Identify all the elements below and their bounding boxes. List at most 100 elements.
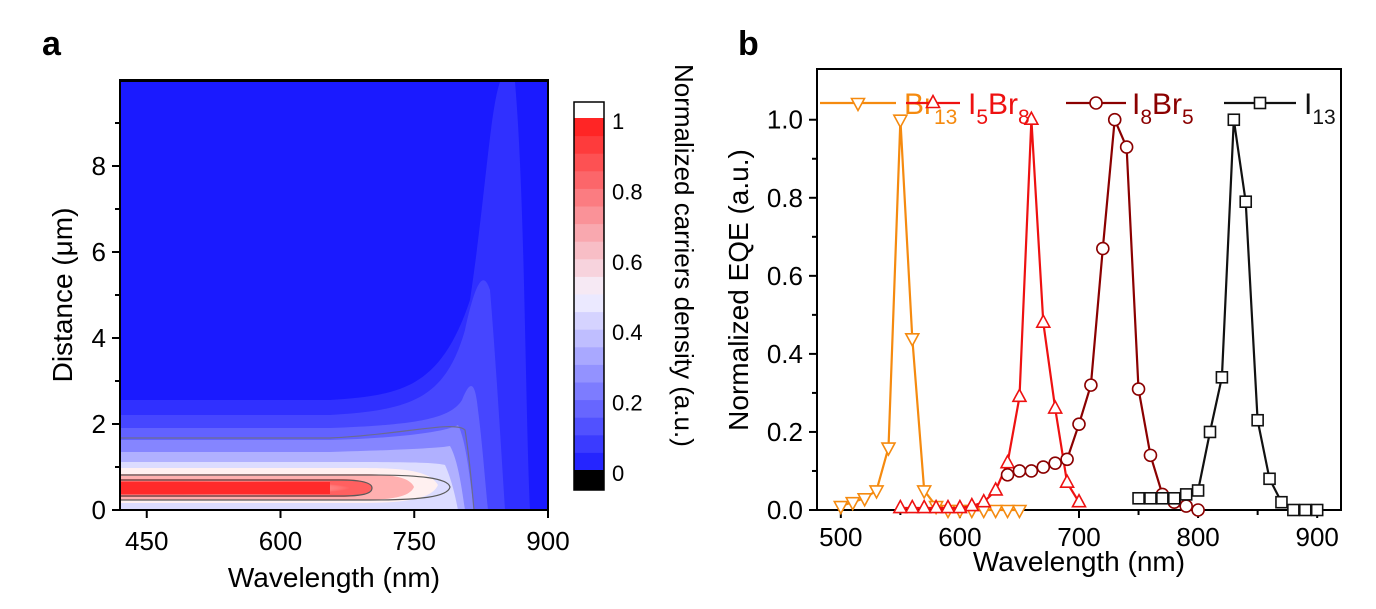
data-point-i13 [1191, 484, 1205, 497]
data-point-br13 [844, 496, 861, 512]
data-point-i5br8 [1011, 387, 1028, 403]
data-point-i13 [1287, 503, 1300, 517]
heatmap-x-axis-label: Wavelength (nm) [228, 562, 440, 593]
heatmap-axis-ticks: 450 600 750 900 0 2 4 6 8 [92, 122, 570, 556]
colorbar-band [574, 452, 604, 471]
data-point-i13 [1239, 195, 1253, 208]
legend-marker-i5br8 [925, 93, 941, 109]
colorbar-tick-label: 0 [612, 461, 624, 486]
legend-label-i5br8: I5Br8 [968, 88, 1030, 129]
legend-label-i8br5: I8Br5 [1132, 88, 1194, 129]
heatmap-y-tick-label: 2 [92, 409, 106, 439]
data-point-i5br8 [975, 493, 992, 508]
data-point-i13 [1167, 491, 1181, 505]
eqe-x-tick-label: 900 [1295, 522, 1338, 552]
data-point-i8br5 [1119, 140, 1134, 154]
data-point-i5br8 [963, 496, 980, 512]
colorbar-band [574, 417, 604, 436]
data-point-i8br5 [1048, 456, 1062, 470]
colorbar-band [574, 329, 604, 348]
colorbar-tick-label: 0.4 [612, 320, 643, 345]
legend-label-br13: Br13 [904, 88, 957, 129]
data-point-i13 [1203, 425, 1217, 439]
heatmap-y-tick-label: 8 [92, 151, 106, 181]
heatmap-y-tick-label: 6 [92, 237, 106, 267]
data-point-br13 [904, 332, 921, 348]
colorbar-band [574, 311, 604, 330]
data-point-i5br8 [1023, 110, 1040, 126]
data-point-i13 [1263, 472, 1276, 486]
eqe-x-axis-label: Wavelength (nm) [973, 546, 1185, 577]
colorbar-band [574, 276, 604, 295]
colorbar-tick-label: 0.6 [612, 250, 643, 275]
data-point-i5br8 [892, 498, 909, 514]
colorbar-band [574, 434, 604, 453]
series-line-i13 [1138, 119, 1318, 512]
data-point-i13 [1144, 491, 1157, 505]
eqe-axis-ticks: 500 600 700 800 900 0.0 0.2 0.4 0.6 0.8 1.0 [767, 105, 1339, 552]
colorbar-band [574, 399, 604, 418]
data-point-br13 [856, 492, 873, 508]
data-point-i5br8 [987, 481, 1004, 496]
data-point-i8br5 [1072, 417, 1086, 431]
data-point-i13 [1298, 503, 1312, 517]
data-point-i5br8 [940, 498, 956, 514]
heatmap-x-tick-label: 750 [393, 526, 436, 556]
data-point-i8br5 [1191, 503, 1205, 517]
data-point-i13 [1156, 491, 1169, 505]
heatmap-plot-area [120, 80, 548, 510]
data-point-i8br5 [1000, 468, 1015, 482]
data-point-i8br5 [1179, 499, 1193, 513]
legend-entry-i13: I13 [1224, 88, 1336, 129]
colorbar-tick-label: 0.2 [612, 391, 643, 416]
eqe-y-tick-label: 0.6 [767, 261, 803, 291]
heatmap-y-axis-label: Distance (μm) [47, 208, 78, 383]
eqe-x-tick-label: 800 [1176, 522, 1219, 552]
data-point-i5br8 [928, 498, 944, 514]
data-point-i5br8 [1035, 313, 1052, 328]
colorbar-tick-label: 1 [612, 109, 624, 134]
data-point-br13 [987, 504, 1004, 520]
data-point-br13 [916, 485, 933, 500]
series-line-i8br5 [1007, 119, 1199, 512]
heatmap-panel: 450 600 750 900 0 2 4 6 8 0 0.2 0.4 0.6 0.8 1 Normali… [47, 64, 699, 593]
colorbar-tick-label: 0.8 [612, 179, 643, 204]
data-point-i8br5 [1012, 464, 1027, 478]
colorbar: 0 0.2 0.4 0.6 0.8 1 [573, 101, 643, 491]
heatmap-x-tick-label: 600 [259, 526, 302, 556]
heatmap-x-tick-label: 900 [526, 526, 569, 556]
colorbar-band [574, 170, 604, 189]
data-point-i8br5 [1131, 382, 1146, 396]
panel-label-a: a [42, 25, 62, 63]
data-point-i13 [1251, 413, 1264, 427]
eqe-x-tick-label: 500 [819, 522, 862, 552]
colorbar-band [574, 364, 604, 383]
eqe-panel: 500 600 700 800 900 0.0 0.2 0.4 0.6 0.8 1.0 Br13 I5… [723, 68, 1342, 577]
eqe-x-tick-label: 700 [1057, 522, 1100, 552]
eqe-legend: Br13 I5Br8 I8Br5 I13 [820, 88, 1336, 129]
legend-entry-i5br8: I5Br8 [906, 88, 1030, 129]
series-line-i5br8 [900, 119, 1080, 510]
data-point-i8br5 [1060, 452, 1074, 467]
series-i13 [1132, 113, 1324, 517]
data-point-i8br5 [1096, 241, 1110, 256]
eqe-y-tick-label: 0.2 [767, 417, 803, 447]
colorbar-band [574, 153, 604, 172]
colorbar-band [574, 223, 604, 242]
heatmap-x-tick-label: 450 [125, 526, 168, 556]
data-point-br13 [880, 442, 897, 457]
legend-marker-i13 [1253, 96, 1267, 110]
data-point-br13 [999, 504, 1016, 520]
data-point-br13 [832, 500, 849, 516]
colorbar-label: Normalized carriers density (a.u.) [669, 64, 699, 447]
data-point-i13 [1179, 488, 1193, 501]
data-point-br13 [892, 114, 909, 129]
colorbar-overflow-low [574, 470, 604, 490]
colorbar-overflow-high [574, 102, 604, 118]
series-br13 [832, 114, 1028, 520]
data-point-i5br8 [1059, 473, 1075, 488]
colorbar-band [574, 346, 604, 365]
colorbar-band [574, 135, 604, 154]
data-point-i13 [1132, 491, 1145, 505]
